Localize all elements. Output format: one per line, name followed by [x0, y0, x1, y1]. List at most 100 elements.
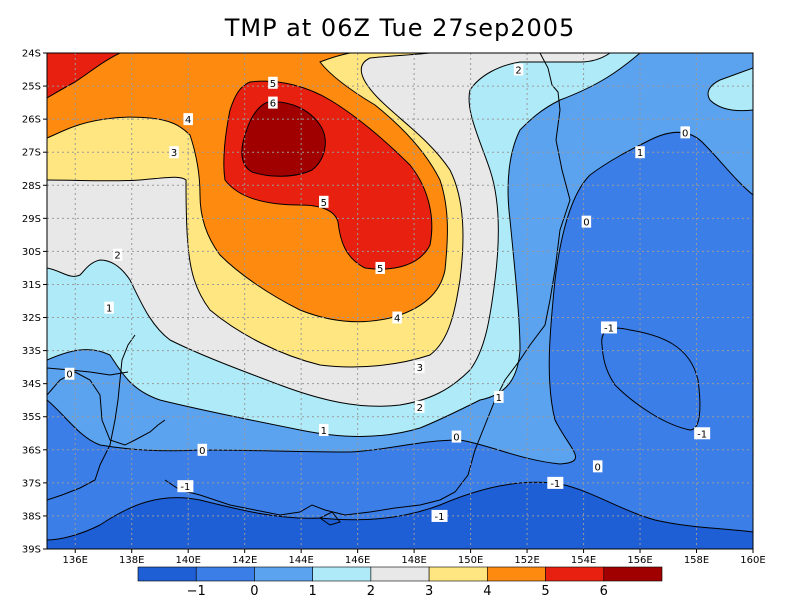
y-tick-label: 33S: [22, 346, 41, 357]
x-tick-label: 136E: [63, 555, 88, 566]
y-tick-label: 39S: [22, 545, 41, 556]
contour-label: -1: [604, 323, 614, 334]
x-tick-label: 156E: [627, 555, 652, 566]
contour-label: 1: [106, 304, 112, 315]
contour-label: 5: [377, 264, 383, 275]
coastline-southwest: [47, 334, 136, 501]
x-axis-ticks: 136E 138E 140E 142E 144E 146E 148E 150E 152E 154E…: [63, 549, 766, 566]
contour-line-minus1-south: [47, 481, 753, 541]
contour-label-box: [112, 248, 123, 261]
y-tick-label: 31S: [22, 280, 41, 291]
contour-label-box: [104, 301, 114, 314]
contour-label: 1: [637, 148, 643, 159]
x-tick-label: 144E: [288, 555, 313, 566]
contour-label: 3: [417, 363, 423, 374]
y-tick-label: 36S: [22, 445, 41, 456]
contour-line-2: [47, 53, 611, 407]
contour-line-5-nw: [47, 53, 121, 99]
y-tick-label: 30S: [22, 247, 41, 258]
colorbar-label: 4: [483, 584, 491, 599]
contour-line-minus1-east: [601, 327, 701, 431]
contour-label: 1: [321, 426, 327, 437]
contour-line-4: [47, 53, 448, 323]
x-tick-label: 138E: [119, 555, 144, 566]
contour-label: 5: [270, 79, 276, 90]
x-tick-label: 148E: [401, 555, 426, 566]
contour-label: 0: [583, 218, 589, 229]
contour-label-box: [64, 367, 75, 380]
contour-label: 2: [417, 403, 423, 414]
contour-label: 0: [453, 433, 459, 444]
x-tick-label: 142E: [232, 555, 257, 566]
contour-label-box: [451, 430, 462, 443]
contour-label-box: [581, 215, 592, 228]
y-tick-label: 29S: [22, 214, 41, 225]
contour-label: 2: [515, 66, 521, 77]
contour-label-box: [494, 390, 504, 403]
colorbar: −1 0 1 2 3 4 5 6: [137, 566, 663, 599]
contour-label: 4: [394, 314, 400, 325]
contour-label: 6: [270, 99, 276, 110]
y-tick-label: 25S: [22, 82, 41, 93]
contour-label-box: [547, 476, 564, 489]
contour-label-box: [592, 460, 603, 473]
colorbar-swatch: [137, 566, 197, 582]
x-tick-label: 152E: [514, 555, 539, 566]
contour-label: 0: [682, 128, 688, 139]
colorbar-swatch: [254, 566, 313, 582]
contour-label-box: [319, 195, 329, 208]
contour-label: 0: [66, 370, 72, 381]
contour-line-1-ne: [707, 67, 753, 112]
contour-label-box: [177, 480, 194, 493]
colorbar-label: −1: [187, 584, 206, 599]
plot-frame: [46, 52, 754, 550]
x-tick-label: 146E: [345, 555, 370, 566]
contour-label: 3: [171, 148, 177, 159]
contour-label: -1: [697, 429, 707, 440]
colorbar-label: 1: [309, 584, 317, 599]
contour-label: 0: [594, 462, 600, 473]
x-tick-label: 154E: [571, 555, 596, 566]
coastline-east: [299, 53, 571, 516]
contour-label-box: [415, 361, 425, 374]
contour-label-box: [513, 63, 524, 76]
colorbar-swatch: [487, 566, 546, 582]
contour-line-6: [241, 101, 326, 177]
map-title: TMP at 06Z Tue 27sep2005: [224, 14, 576, 42]
contour-label-box: [694, 427, 711, 440]
contour-label-box: [635, 146, 645, 159]
x-tick-label: 140E: [175, 555, 200, 566]
contour-label: 1: [496, 393, 502, 404]
fill-5-to-6: [47, 53, 432, 270]
y-tick-label: 37S: [22, 478, 41, 489]
contour-labels: 6 5 5 5 4 4 3 3 2 2 2 1 1 1 1 0 0 0 0 0 0 -1 -1 -1 -1 -1: [64, 63, 711, 523]
contour-line-1: [47, 53, 641, 437]
contour-label-box: [169, 146, 179, 159]
fill-above-6: [241, 101, 326, 177]
colorbar-swatch: [428, 566, 488, 582]
contour-label-box: [319, 423, 329, 436]
contour-label-box: [415, 400, 425, 413]
x-tick-label: 160E: [740, 555, 765, 566]
y-tick-label: 38S: [22, 511, 41, 522]
colorbar-label: 5: [541, 584, 549, 599]
colorbar-swatch: [545, 566, 605, 582]
y-tick-label: 35S: [22, 412, 41, 423]
y-tick-label: 28S: [22, 181, 41, 192]
colorbar-swatch: [370, 566, 430, 582]
contour-line-3: [47, 53, 464, 368]
colorbar-swatch: [312, 566, 372, 582]
y-tick-label: 27S: [22, 148, 41, 159]
y-tick-label: 34S: [22, 379, 41, 390]
contour-label-box: [375, 261, 385, 274]
contour-label: 5: [321, 198, 327, 209]
y-axis-ticks: 24S 25S 26S 27S 28S 29S 30S 31S 32S 33S 34S 35S 36S 3…: [22, 49, 47, 556]
x-tick-label: 158E: [684, 555, 709, 566]
colorbar-swatch: [195, 566, 255, 582]
y-tick-label: 24S: [22, 49, 41, 60]
coastline-island: [319, 511, 341, 526]
contour-label-box: [268, 96, 278, 109]
contour-label: -1: [180, 482, 190, 493]
contour-label: 4: [185, 115, 191, 126]
colorbar-swatch: [603, 566, 663, 582]
